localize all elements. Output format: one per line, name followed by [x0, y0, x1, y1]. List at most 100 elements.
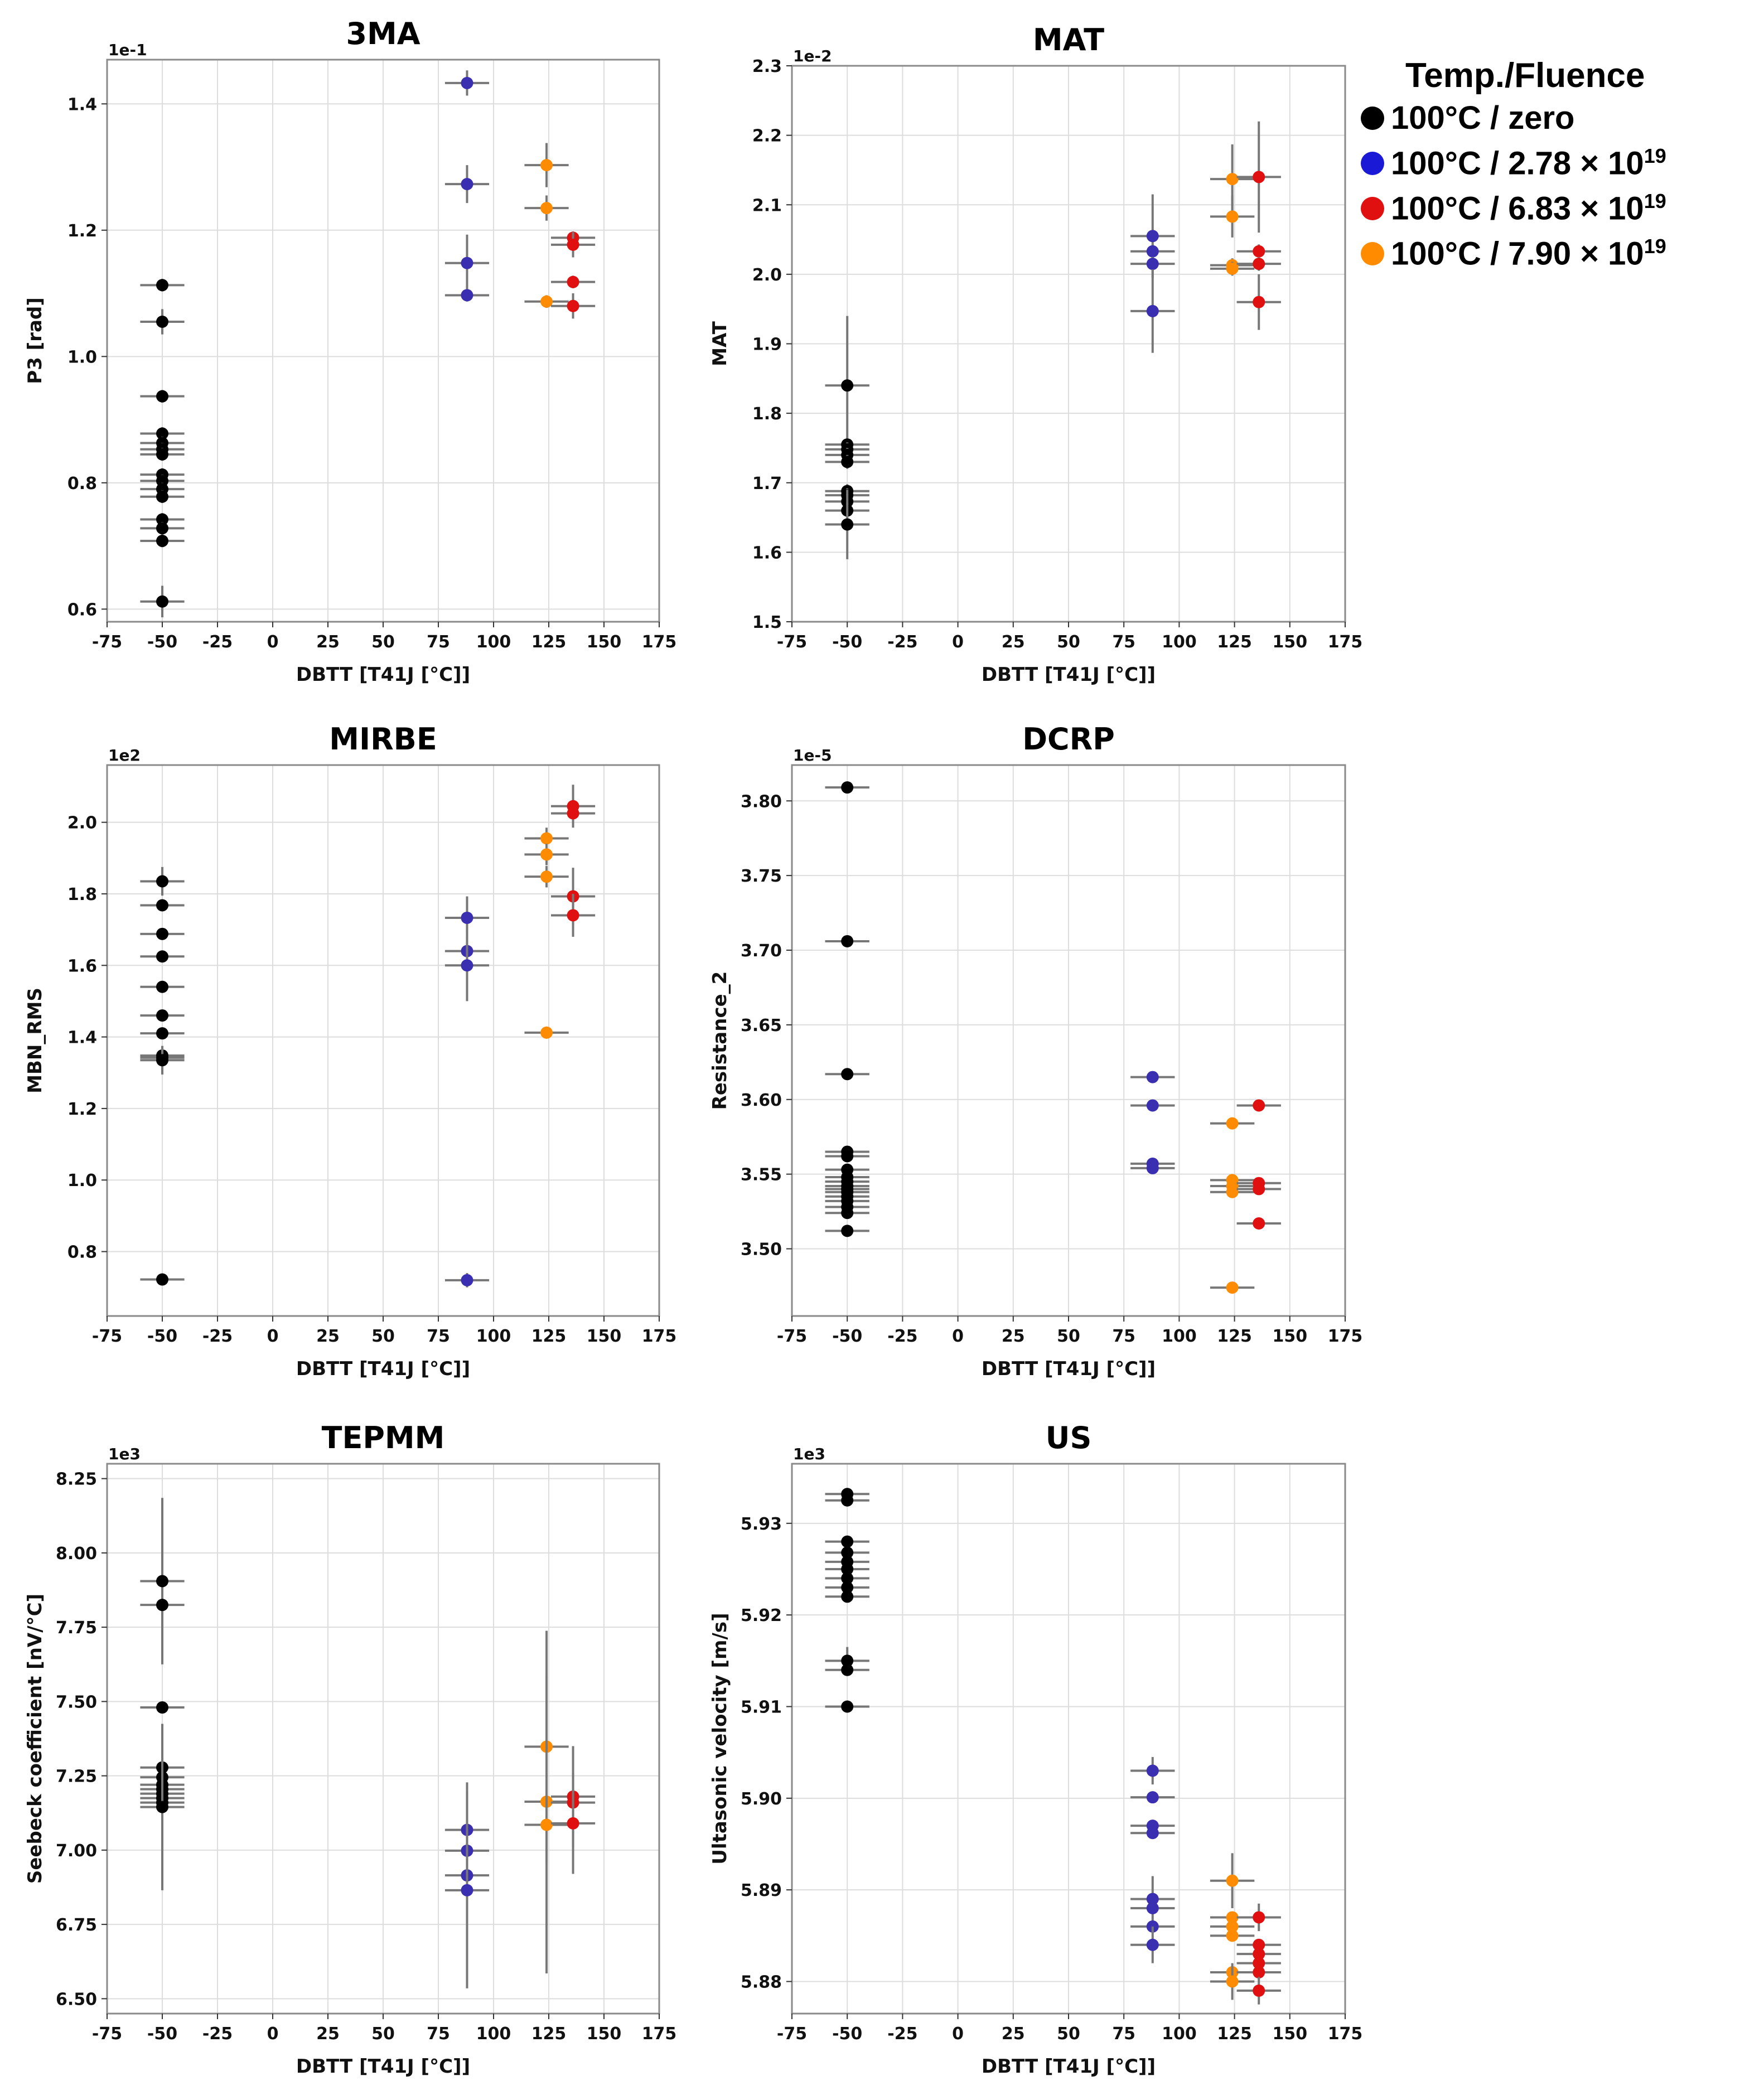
- series-e01010: [550, 785, 596, 937]
- data-point: [841, 1207, 854, 1220]
- legend-marker-black: [1361, 106, 1384, 130]
- data-point: [567, 238, 579, 251]
- data-point: [1146, 230, 1159, 243]
- x-tick-label: 75: [427, 2024, 450, 2044]
- x-tick-label: 125: [531, 632, 567, 652]
- legend-marker-orange: [1361, 241, 1384, 265]
- data-point: [841, 935, 854, 947]
- data-point: [1146, 1791, 1159, 1804]
- series-3a2fb0: [1130, 1757, 1175, 1963]
- x-tick-label: 25: [316, 2024, 340, 2044]
- x-tick-label: -50: [147, 632, 177, 652]
- series-000000: [825, 1488, 869, 1713]
- y-tick-label: 1.6: [67, 956, 97, 976]
- y-tick-label: 3.55: [741, 1165, 782, 1185]
- data-point: [567, 299, 579, 312]
- legend-label: 100°C / 7.90 × 1019: [1391, 234, 1666, 272]
- x-tick-label: 175: [642, 632, 677, 652]
- chart-title: 3MA: [346, 16, 420, 51]
- data-point: [156, 1701, 168, 1714]
- data-point: [1226, 262, 1239, 275]
- y-tick-label: 1.2: [67, 1100, 97, 1119]
- chart-panel-3ma: -75 -50 -25 0 25 50 75 100 125 150 175 0.6 0.8 1.0 1.2…: [24, 16, 676, 686]
- x-tick-label: -75: [777, 632, 807, 652]
- data-point: [1253, 1938, 1265, 1951]
- data-point: [1226, 210, 1239, 223]
- y-tick-label: 5.93: [741, 1514, 782, 1534]
- data-point: [156, 927, 168, 940]
- x-tick-label: -50: [832, 1327, 862, 1346]
- y-tick-label: 2.0: [752, 265, 782, 285]
- series-000000: [825, 316, 869, 559]
- x-tick-label: 150: [587, 2024, 622, 2044]
- series-e01010: [1236, 1903, 1281, 2005]
- data-point: [841, 1068, 854, 1081]
- y-tick-label: 0.8: [67, 1243, 97, 1262]
- y-tick-label: 0.8: [67, 474, 97, 493]
- series-3a2fb0: [1130, 1071, 1175, 1174]
- series-3a2fb0: [444, 896, 490, 1288]
- y-axis-label: MBN_RMS: [24, 988, 46, 1093]
- scale-label: 1e2: [108, 746, 141, 764]
- x-tick-label: 175: [1328, 2024, 1363, 2044]
- x-axis-label: DBTT [T41J [°C]]: [296, 664, 470, 686]
- y-tick-label: 5.91: [741, 1697, 782, 1717]
- y-tick-label: 1.0: [67, 347, 97, 367]
- y-tick-label: 1.5: [752, 613, 782, 632]
- x-tick-label: -25: [887, 2024, 917, 2044]
- data-point: [1146, 1099, 1159, 1112]
- data-point: [461, 911, 473, 924]
- chart-panel-us: -75 -50 -25 0 25 50 75 100 125 150 175 5.88 5.89 5.90…: [709, 1420, 1362, 2078]
- series-e01010: [550, 231, 596, 319]
- legend: Temp./Fluence 100°C / zero 100°C / 2.78 …: [1361, 56, 1740, 276]
- x-tick-label: -75: [92, 1327, 122, 1346]
- y-tick-label: 3.65: [741, 1016, 782, 1036]
- data-point: [841, 1700, 854, 1713]
- data-point: [156, 535, 168, 548]
- x-tick-label: 25: [1002, 2024, 1025, 2044]
- y-tick-label: 6.75: [56, 1915, 97, 1935]
- data-point: [1226, 1975, 1239, 1988]
- x-tick-label: -50: [147, 1327, 177, 1346]
- series-ff8c00: [524, 828, 569, 1039]
- data-point: [540, 1818, 553, 1831]
- legend-label: 100°C / 2.78 × 1019: [1391, 144, 1666, 182]
- y-axis-label: Ultasonic velocity [m/s]: [709, 1613, 731, 1864]
- data-point: [1253, 1217, 1265, 1230]
- series-3a2fb0: [444, 1782, 490, 1988]
- x-tick-label: -75: [92, 2024, 122, 2044]
- x-tick-label: 150: [1272, 2024, 1307, 2044]
- chart-title: MAT: [1033, 22, 1104, 57]
- x-tick-label: 75: [1112, 1327, 1135, 1346]
- chart-panel-mirbe: -75 -50 -25 0 25 50 75 100 125 150 175 0.8 1.0 1.2 1.4…: [24, 722, 676, 1380]
- x-tick-label: 50: [1057, 1327, 1080, 1346]
- chart-panel-tepmm: -75 -50 -25 0 25 50 75 100 125 150 175 6.50 6.75 7.00…: [24, 1420, 676, 2078]
- data-point: [461, 959, 473, 972]
- x-tick-label: -25: [202, 632, 233, 652]
- x-tick-label: 125: [531, 1327, 567, 1346]
- x-tick-label: 175: [642, 2024, 677, 2044]
- legend-marker-blue: [1361, 151, 1384, 175]
- chart-panel-dcrp: -75 -50 -25 0 25 50 75 100 125 150 175 3.50 3.55 3.60…: [709, 722, 1362, 1380]
- y-tick-label: 7.75: [56, 1618, 97, 1638]
- data-point: [1226, 1920, 1239, 1933]
- y-tick-label: 1.8: [752, 404, 782, 424]
- data-point: [156, 390, 168, 403]
- data-point: [1253, 258, 1265, 270]
- x-tick-label: 0: [267, 632, 279, 652]
- data-point: [841, 1546, 854, 1559]
- x-tick-label: 0: [267, 1327, 279, 1346]
- scale-label: 1e-2: [793, 47, 832, 65]
- data-point: [540, 848, 553, 861]
- x-tick-label: 50: [371, 1327, 395, 1346]
- data-point: [841, 1590, 854, 1603]
- data-point: [567, 807, 579, 820]
- data-point: [461, 289, 473, 302]
- legend-marker-red: [1361, 196, 1384, 220]
- y-tick-label: 3.80: [741, 792, 782, 811]
- data-point: [1253, 1957, 1265, 1970]
- x-tick-label: 175: [642, 1327, 677, 1346]
- x-tick-label: 0: [952, 2024, 964, 2044]
- x-tick-label: 125: [1217, 632, 1252, 652]
